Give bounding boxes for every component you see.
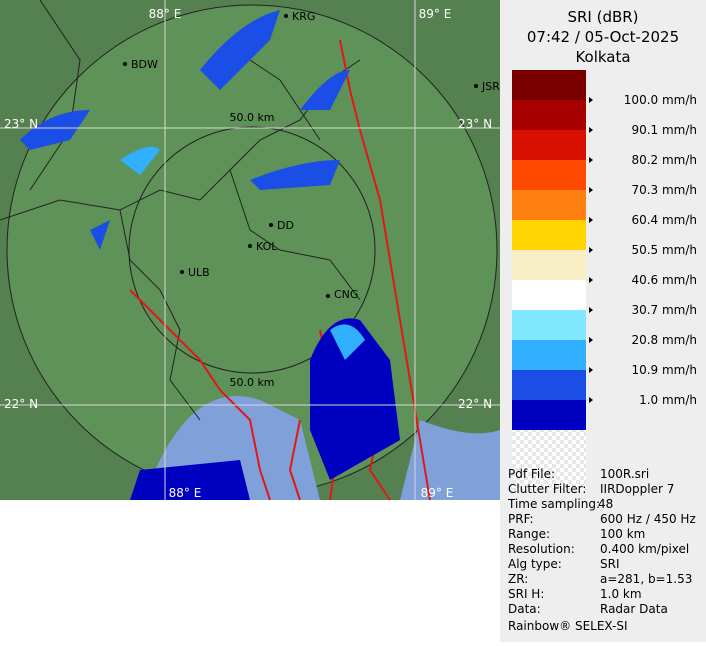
legend-tick [589,157,593,163]
info-value: IIRDoppler 7 [600,482,674,496]
legend-label: 100.0 mm/h [624,93,697,107]
legend-swatch [512,130,586,160]
legend-label: 1.0 mm/h [639,393,697,407]
info-table: Pdf File: 100R.sri Clutter Filter: IIRDoppl… [507,467,696,616]
place-label: BDW [131,58,158,71]
info-key: Clutter Filter: [508,482,586,496]
legend-tick [589,307,593,313]
places: KRG BDW JSR DD KOL ULB CNG [123,10,500,301]
info-key: Time sampling: [507,497,600,511]
info-key: PRF: [508,512,534,526]
info-value: SRI [600,557,620,571]
legend-swatch [512,340,586,370]
product-title: SRI (dBR) [567,8,638,26]
station: Kolkata [575,48,630,66]
legend-tick [589,337,593,343]
graticule [0,0,500,500]
info-value: Radar Data [600,602,668,616]
legend-nodata [512,430,586,490]
legend-label: 20.8 mm/h [631,333,697,347]
legend-label: 30.7 mm/h [631,303,697,317]
lon-label: 89° E [421,486,454,500]
range-ring-inner [128,126,376,374]
legend-swatch [512,100,586,130]
footer: Rainbow® SELEX-SI [508,619,628,633]
lat-label: 22° N [458,397,492,411]
lat-label: 22° N [4,397,38,411]
water [400,420,500,500]
legend-label: 40.6 mm/h [631,273,697,287]
legend-tick [589,187,593,193]
info-value: 0.400 km/pixel [600,542,689,556]
lat-label: 23° N [458,117,492,131]
legend-label: 70.3 mm/h [631,183,697,197]
info-value: 100R.sri [600,467,649,481]
legend-tick [589,367,593,373]
legend-swatch [512,190,586,220]
place-label: ULB [188,266,210,279]
info-value: 1.0 km [600,587,642,601]
legend-swatch [512,250,586,280]
place-label: KOL [256,240,278,253]
legend-label: 50.5 mm/h [631,243,697,257]
info-value: a=281, b=1.53 [600,572,692,586]
legend-tick [589,277,593,283]
legend-swatch [512,400,586,430]
legend-label: 80.2 mm/h [631,153,697,167]
info-key: ZR: [508,572,528,586]
place-label: KRG [292,10,315,23]
legend-tick [589,397,593,403]
info-key: Alg type: [508,557,562,571]
lat-label: 23° N [4,117,38,131]
legend: 100.0 mm/h 90.1 mm/h 80.2 mm/h 70.3 mm/h 60.… [512,70,697,490]
legend-swatch [512,70,586,100]
legend-swatch [512,220,586,250]
legend-swatch [512,310,586,340]
info-key: Data: [508,602,541,616]
info-key: SRI H: [508,587,544,601]
lon-label: 88° E [169,486,202,500]
legend-label: 90.1 mm/h [631,123,697,137]
info-value: 100 km [600,527,645,541]
legend-swatch [512,280,586,310]
legend-tick [589,97,593,103]
lon-label: 89° E [419,7,452,21]
place-label: DD [277,219,294,232]
legend-label: 10.9 mm/h [631,363,697,377]
place-label: JSR [481,80,500,93]
range-label: 50.0 km [229,111,274,124]
rain-echoes [20,10,400,500]
map: 88° E 89° E 88° E 89° E 23° N 23° N 22° … [0,0,500,501]
legend-label: 60.4 mm/h [631,213,697,227]
legend-swatch [512,160,586,190]
info-value: 48 [598,497,613,511]
legend-tick [589,127,593,133]
place-label: CNG [334,288,358,301]
legend-swatch [512,370,586,400]
legend-tick [589,217,593,223]
range-label: 50.0 km [229,376,274,389]
info-key: Pdf File: [508,467,555,481]
legend-tick [589,247,593,253]
datetime: 07:42 / 05-Oct-2025 [527,28,679,46]
info-key: Range: [508,527,550,541]
info-key: Resolution: [508,542,575,556]
info-value: 600 Hz / 450 Hz [600,512,696,526]
lon-label: 88° E [149,7,182,21]
